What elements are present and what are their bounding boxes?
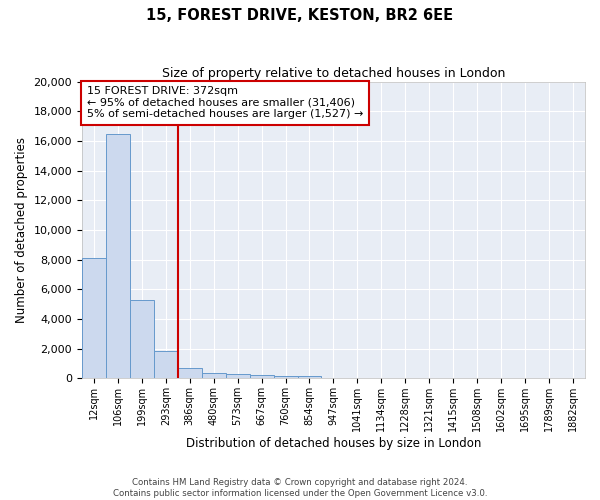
Bar [154,351,178,378]
Title: Size of property relative to detached houses in London: Size of property relative to detached ho… [162,68,505,80]
Bar [178,368,202,378]
Text: 15 FOREST DRIVE: 372sqm
← 95% of detached houses are smaller (31,406)
5% of semi: 15 FOREST DRIVE: 372sqm ← 95% of detache… [87,86,364,120]
Bar [226,374,250,378]
Text: 15, FOREST DRIVE, KESTON, BR2 6EE: 15, FOREST DRIVE, KESTON, BR2 6EE [146,8,454,22]
Bar [106,134,130,378]
Bar [250,375,274,378]
Bar [202,373,226,378]
Bar [82,258,106,378]
Y-axis label: Number of detached properties: Number of detached properties [15,137,28,323]
X-axis label: Distribution of detached houses by size in London: Distribution of detached houses by size … [186,437,481,450]
Bar [298,376,322,378]
Bar [130,300,154,378]
Text: Contains HM Land Registry data © Crown copyright and database right 2024.
Contai: Contains HM Land Registry data © Crown c… [113,478,487,498]
Bar [274,376,298,378]
